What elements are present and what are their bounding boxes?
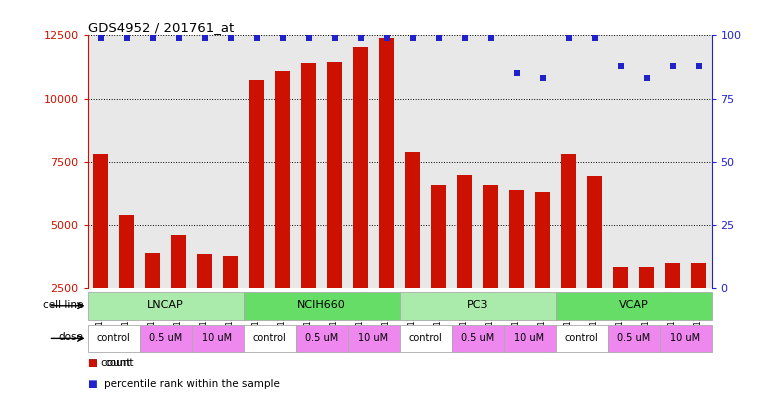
Bar xyxy=(431,185,446,352)
Text: control: control xyxy=(565,333,598,343)
Bar xyxy=(244,325,295,352)
Bar xyxy=(348,325,400,352)
Point xyxy=(276,35,288,41)
Bar xyxy=(94,154,107,352)
Point xyxy=(224,35,237,41)
Text: control: control xyxy=(253,333,286,343)
Bar xyxy=(295,325,348,352)
Point xyxy=(588,35,600,41)
Bar xyxy=(665,263,680,352)
Bar xyxy=(353,47,368,352)
Bar xyxy=(139,325,192,352)
Bar xyxy=(451,325,504,352)
Point xyxy=(94,35,107,41)
Point xyxy=(511,70,523,77)
Bar xyxy=(380,38,393,352)
Text: count: count xyxy=(104,358,134,367)
Bar xyxy=(171,235,186,352)
Text: 10 uM: 10 uM xyxy=(358,333,389,343)
Text: VCAP: VCAP xyxy=(619,300,648,310)
Point xyxy=(641,75,653,81)
Text: cell line: cell line xyxy=(43,300,84,310)
Bar xyxy=(457,174,472,352)
Text: control: control xyxy=(409,333,442,343)
Point xyxy=(329,35,341,41)
Text: LNCAP: LNCAP xyxy=(147,300,184,310)
Point xyxy=(120,35,132,41)
Point xyxy=(693,62,705,69)
Text: 0.5 uM: 0.5 uM xyxy=(617,333,650,343)
Bar xyxy=(88,325,139,352)
Bar xyxy=(639,267,654,352)
Text: ■: ■ xyxy=(88,379,97,389)
Bar xyxy=(224,255,237,352)
Bar xyxy=(556,292,712,320)
Bar xyxy=(145,253,160,352)
Text: 0.5 uM: 0.5 uM xyxy=(305,333,338,343)
Bar xyxy=(301,63,316,352)
Point xyxy=(485,35,497,41)
Bar xyxy=(400,325,451,352)
Bar xyxy=(556,325,607,352)
Point xyxy=(250,35,263,41)
Bar xyxy=(607,325,660,352)
Point xyxy=(562,35,575,41)
Point xyxy=(302,35,314,41)
Bar xyxy=(660,325,712,352)
Text: ■: ■ xyxy=(88,358,97,367)
Text: NCIH660: NCIH660 xyxy=(297,300,346,310)
Text: control: control xyxy=(97,333,130,343)
Bar xyxy=(192,325,244,352)
Bar xyxy=(613,267,628,352)
Bar xyxy=(119,215,134,352)
Bar xyxy=(244,292,400,320)
Text: 0.5 uM: 0.5 uM xyxy=(461,333,494,343)
Point xyxy=(667,62,679,69)
Point xyxy=(380,35,393,41)
Text: GDS4952 / 201761_at: GDS4952 / 201761_at xyxy=(88,21,234,34)
Point xyxy=(199,35,211,41)
Text: 10 uM: 10 uM xyxy=(514,333,545,343)
Bar xyxy=(88,292,244,320)
Point xyxy=(537,75,549,81)
Bar xyxy=(692,263,705,352)
Point xyxy=(355,35,367,41)
Text: percentile rank within the sample: percentile rank within the sample xyxy=(104,379,280,389)
Bar xyxy=(197,254,212,352)
Bar xyxy=(483,185,498,352)
Bar xyxy=(536,192,549,352)
Point xyxy=(146,35,158,41)
Bar xyxy=(250,80,263,352)
Bar xyxy=(400,292,556,320)
Text: PC3: PC3 xyxy=(466,300,489,310)
Bar xyxy=(509,190,524,352)
Text: ■ count: ■ count xyxy=(88,358,130,367)
Point xyxy=(173,35,185,41)
Point xyxy=(614,62,626,69)
Bar xyxy=(327,62,342,352)
Bar xyxy=(587,176,602,352)
Text: dose: dose xyxy=(59,332,84,342)
Point xyxy=(406,35,419,41)
Text: 10 uM: 10 uM xyxy=(670,333,701,343)
Point xyxy=(458,35,470,41)
Text: 0.5 uM: 0.5 uM xyxy=(149,333,182,343)
Bar xyxy=(406,152,419,352)
Bar xyxy=(504,325,556,352)
Bar xyxy=(275,71,290,352)
Point xyxy=(432,35,444,41)
Text: 10 uM: 10 uM xyxy=(202,333,233,343)
Bar xyxy=(562,154,575,352)
